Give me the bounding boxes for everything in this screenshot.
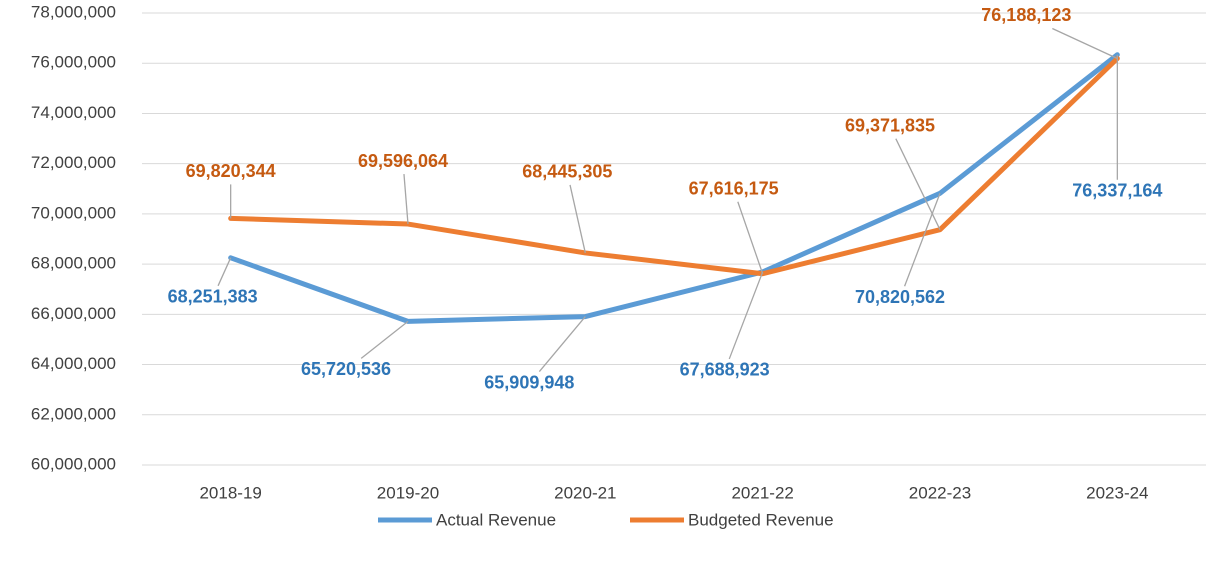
leader-line <box>569 184 586 254</box>
y-tick-label: 70,000,000 <box>31 203 116 222</box>
data-label: 67,616,175 <box>689 178 779 198</box>
y-tick-label: 74,000,000 <box>31 103 116 122</box>
leader-line <box>895 138 941 230</box>
data-label: 69,371,835 <box>845 115 935 135</box>
data-label: 76,337,164 <box>1072 181 1162 201</box>
leader-line <box>217 257 232 287</box>
data-label: 65,909,948 <box>484 372 574 392</box>
y-tick-label: 60,000,000 <box>31 454 116 473</box>
data-label: 67,688,923 <box>680 360 770 380</box>
x-tick-label: 2022-23 <box>909 483 971 502</box>
leader-line <box>903 193 941 287</box>
leader-line <box>403 173 409 225</box>
y-tick-label: 66,000,000 <box>31 304 116 323</box>
leader-line <box>360 320 409 359</box>
x-tick-label: 2018-19 <box>199 483 261 502</box>
data-label: 76,188,123 <box>981 5 1071 25</box>
y-tick-label: 62,000,000 <box>31 404 116 423</box>
x-tick-label: 2019-20 <box>377 483 439 502</box>
leader-line <box>1052 27 1118 60</box>
y-tick-label: 76,000,000 <box>31 53 116 72</box>
data-label: 70,820,562 <box>855 287 945 307</box>
line-series <box>228 52 1120 324</box>
data-label: 69,596,064 <box>358 151 448 171</box>
y-tick-label: 72,000,000 <box>31 153 116 172</box>
leader-line <box>737 201 764 274</box>
y-tick-label: 64,000,000 <box>31 354 116 373</box>
data-label: 68,445,305 <box>522 162 612 182</box>
line-series <box>228 55 1120 277</box>
data-label: 68,251,383 <box>168 287 258 307</box>
data-label: 65,720,536 <box>301 359 391 379</box>
data-label: 69,820,344 <box>186 161 276 181</box>
y-tick-label: 78,000,000 <box>31 2 116 21</box>
x-tick-label: 2020-21 <box>554 483 616 502</box>
leader-line <box>728 271 764 360</box>
legend-label: Budgeted Revenue <box>688 510 834 529</box>
legend-label: Actual Revenue <box>436 510 556 529</box>
x-tick-label: 2021-22 <box>731 483 793 502</box>
y-tick-label: 68,000,000 <box>31 254 116 273</box>
x-tick-label: 2023-24 <box>1086 483 1148 502</box>
leader-line <box>538 316 586 373</box>
